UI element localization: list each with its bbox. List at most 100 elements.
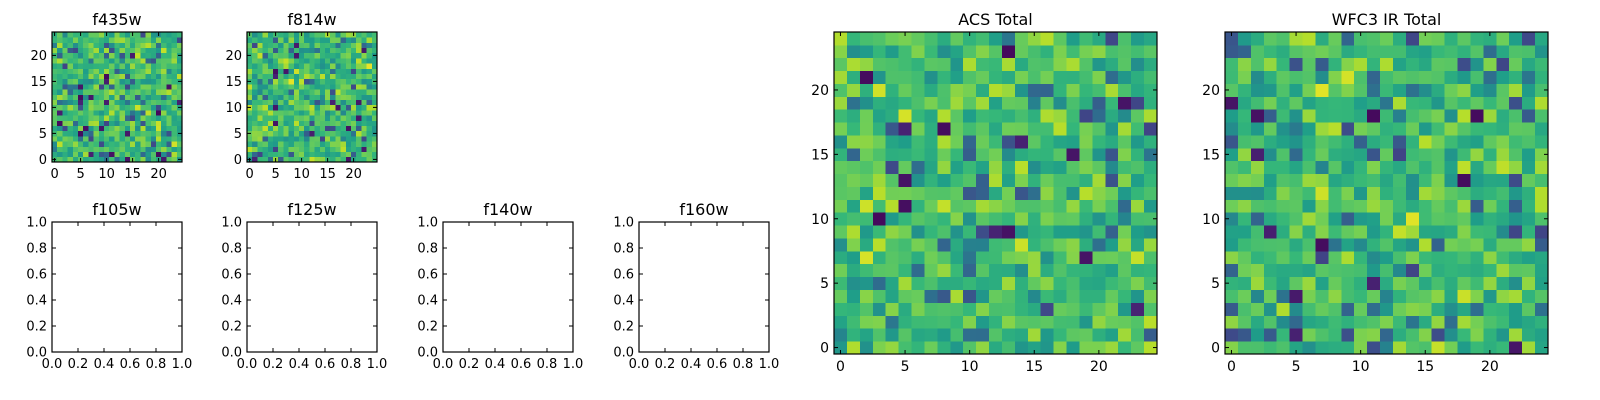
heatmap-cell [330, 110, 336, 116]
heatmap-cell [976, 225, 990, 239]
heatmap-cell [325, 78, 331, 85]
heatmap-cell [1496, 96, 1510, 110]
heatmap-cell [93, 156, 100, 163]
heatmap-cell [62, 47, 68, 54]
heatmap-cell [62, 89, 68, 95]
heatmap-cell [1354, 147, 1368, 162]
heatmap-cell [57, 47, 63, 54]
heatmap-cell [1457, 57, 1471, 72]
heatmap-cell [976, 122, 990, 136]
heatmap-cell [1014, 238, 1029, 252]
heatmap-cell [963, 225, 977, 239]
heatmap-cell [911, 199, 925, 213]
heatmap-cell [846, 212, 861, 226]
heatmap-cell [1457, 238, 1471, 252]
heatmap-cell [1328, 263, 1342, 278]
heatmap-cell [72, 120, 79, 126]
heatmap-cell [950, 289, 964, 303]
heatmap-cell [299, 63, 305, 69]
heatmap-cell [924, 147, 938, 162]
heatmap-cell [1014, 302, 1029, 316]
heatmap-cell [1027, 109, 1042, 123]
heatmap-cell [98, 120, 105, 126]
heatmap-cell [283, 78, 289, 85]
heatmap-cell [1079, 341, 1093, 355]
heatmap-cell [898, 57, 912, 72]
heatmap-cell [98, 110, 105, 116]
heatmap-cell [135, 125, 141, 132]
heatmap-cell [52, 94, 58, 100]
heatmap-cell [1405, 263, 1420, 278]
heatmap-cell [1535, 263, 1549, 278]
heatmap-cell [130, 120, 136, 126]
heatmap-cell [351, 146, 357, 152]
heatmap-cell [124, 47, 131, 54]
heatmap-cell [1380, 57, 1394, 72]
heatmap-cell [119, 110, 126, 116]
heatmap-cell [1483, 173, 1497, 187]
heatmap-cell [1001, 341, 1016, 355]
heatmap-cell [1289, 32, 1303, 46]
heatmap-cell [176, 42, 183, 48]
heatmap-cell [885, 44, 899, 59]
heatmap-cell [1079, 160, 1093, 175]
heatmap-cell [1302, 160, 1316, 175]
heatmap-cell [1457, 263, 1471, 278]
heatmap-cell [278, 156, 284, 163]
heatmap-cell [283, 63, 289, 69]
heatmap-cell [340, 104, 347, 111]
heatmap-cell [278, 78, 284, 85]
heatmap-cell [278, 63, 284, 69]
heatmap-cell [1444, 315, 1458, 329]
heatmap-cell [1276, 147, 1290, 162]
heatmap-cell [1237, 96, 1252, 110]
heatmap-cell [67, 99, 74, 106]
heatmap-cell [314, 146, 321, 152]
heatmap-cell [1276, 186, 1290, 200]
heatmap-cell [963, 186, 977, 200]
heatmap-cell [1522, 44, 1536, 59]
heatmap-cell [950, 109, 964, 123]
heatmap-cell [1405, 44, 1420, 59]
heatmap-cell [1392, 83, 1407, 97]
heatmap-cell [130, 52, 136, 59]
heatmap-cell [976, 57, 990, 72]
heatmap-cell [252, 78, 258, 85]
heatmap-cell [93, 58, 100, 64]
heatmap-cell [1341, 96, 1355, 110]
heatmap-cell [924, 276, 938, 290]
heatmap-cell [1263, 315, 1278, 329]
heatmap-cell [937, 225, 951, 239]
heatmap-cell [273, 58, 279, 64]
heatmap-cell [976, 96, 990, 110]
heatmap-cell [72, 146, 79, 152]
heatmap-cell [88, 68, 94, 74]
heatmap-cell [299, 99, 305, 106]
heatmap-cell [1118, 109, 1132, 123]
heatmap-cell [78, 94, 84, 100]
heatmap-cell [330, 63, 336, 69]
heatmap-cell [273, 130, 279, 137]
heatmap-cell [304, 42, 310, 48]
heatmap-cell [340, 110, 347, 116]
heatmap-cell [124, 32, 131, 38]
heatmap-cell [976, 315, 990, 329]
y-tick-label: 0.2 [417, 320, 438, 335]
heatmap-cell [1040, 32, 1055, 46]
heatmap-cell [176, 115, 183, 121]
heatmap-cell [345, 89, 352, 95]
heatmap-cell [273, 37, 279, 43]
heatmap-cell [1302, 263, 1316, 278]
heatmap-cell [1457, 328, 1471, 342]
heatmap-cell [114, 151, 120, 158]
heatmap-cell [1444, 186, 1458, 200]
heatmap-cell [335, 73, 341, 80]
heatmap-cell [1144, 32, 1158, 46]
heatmap-cell [335, 110, 341, 116]
heatmap-cell [257, 52, 263, 59]
heatmap-cell [267, 78, 274, 85]
heatmap-cell [252, 115, 258, 121]
heatmap-cell [366, 151, 373, 158]
heatmap-cell [1535, 199, 1549, 213]
